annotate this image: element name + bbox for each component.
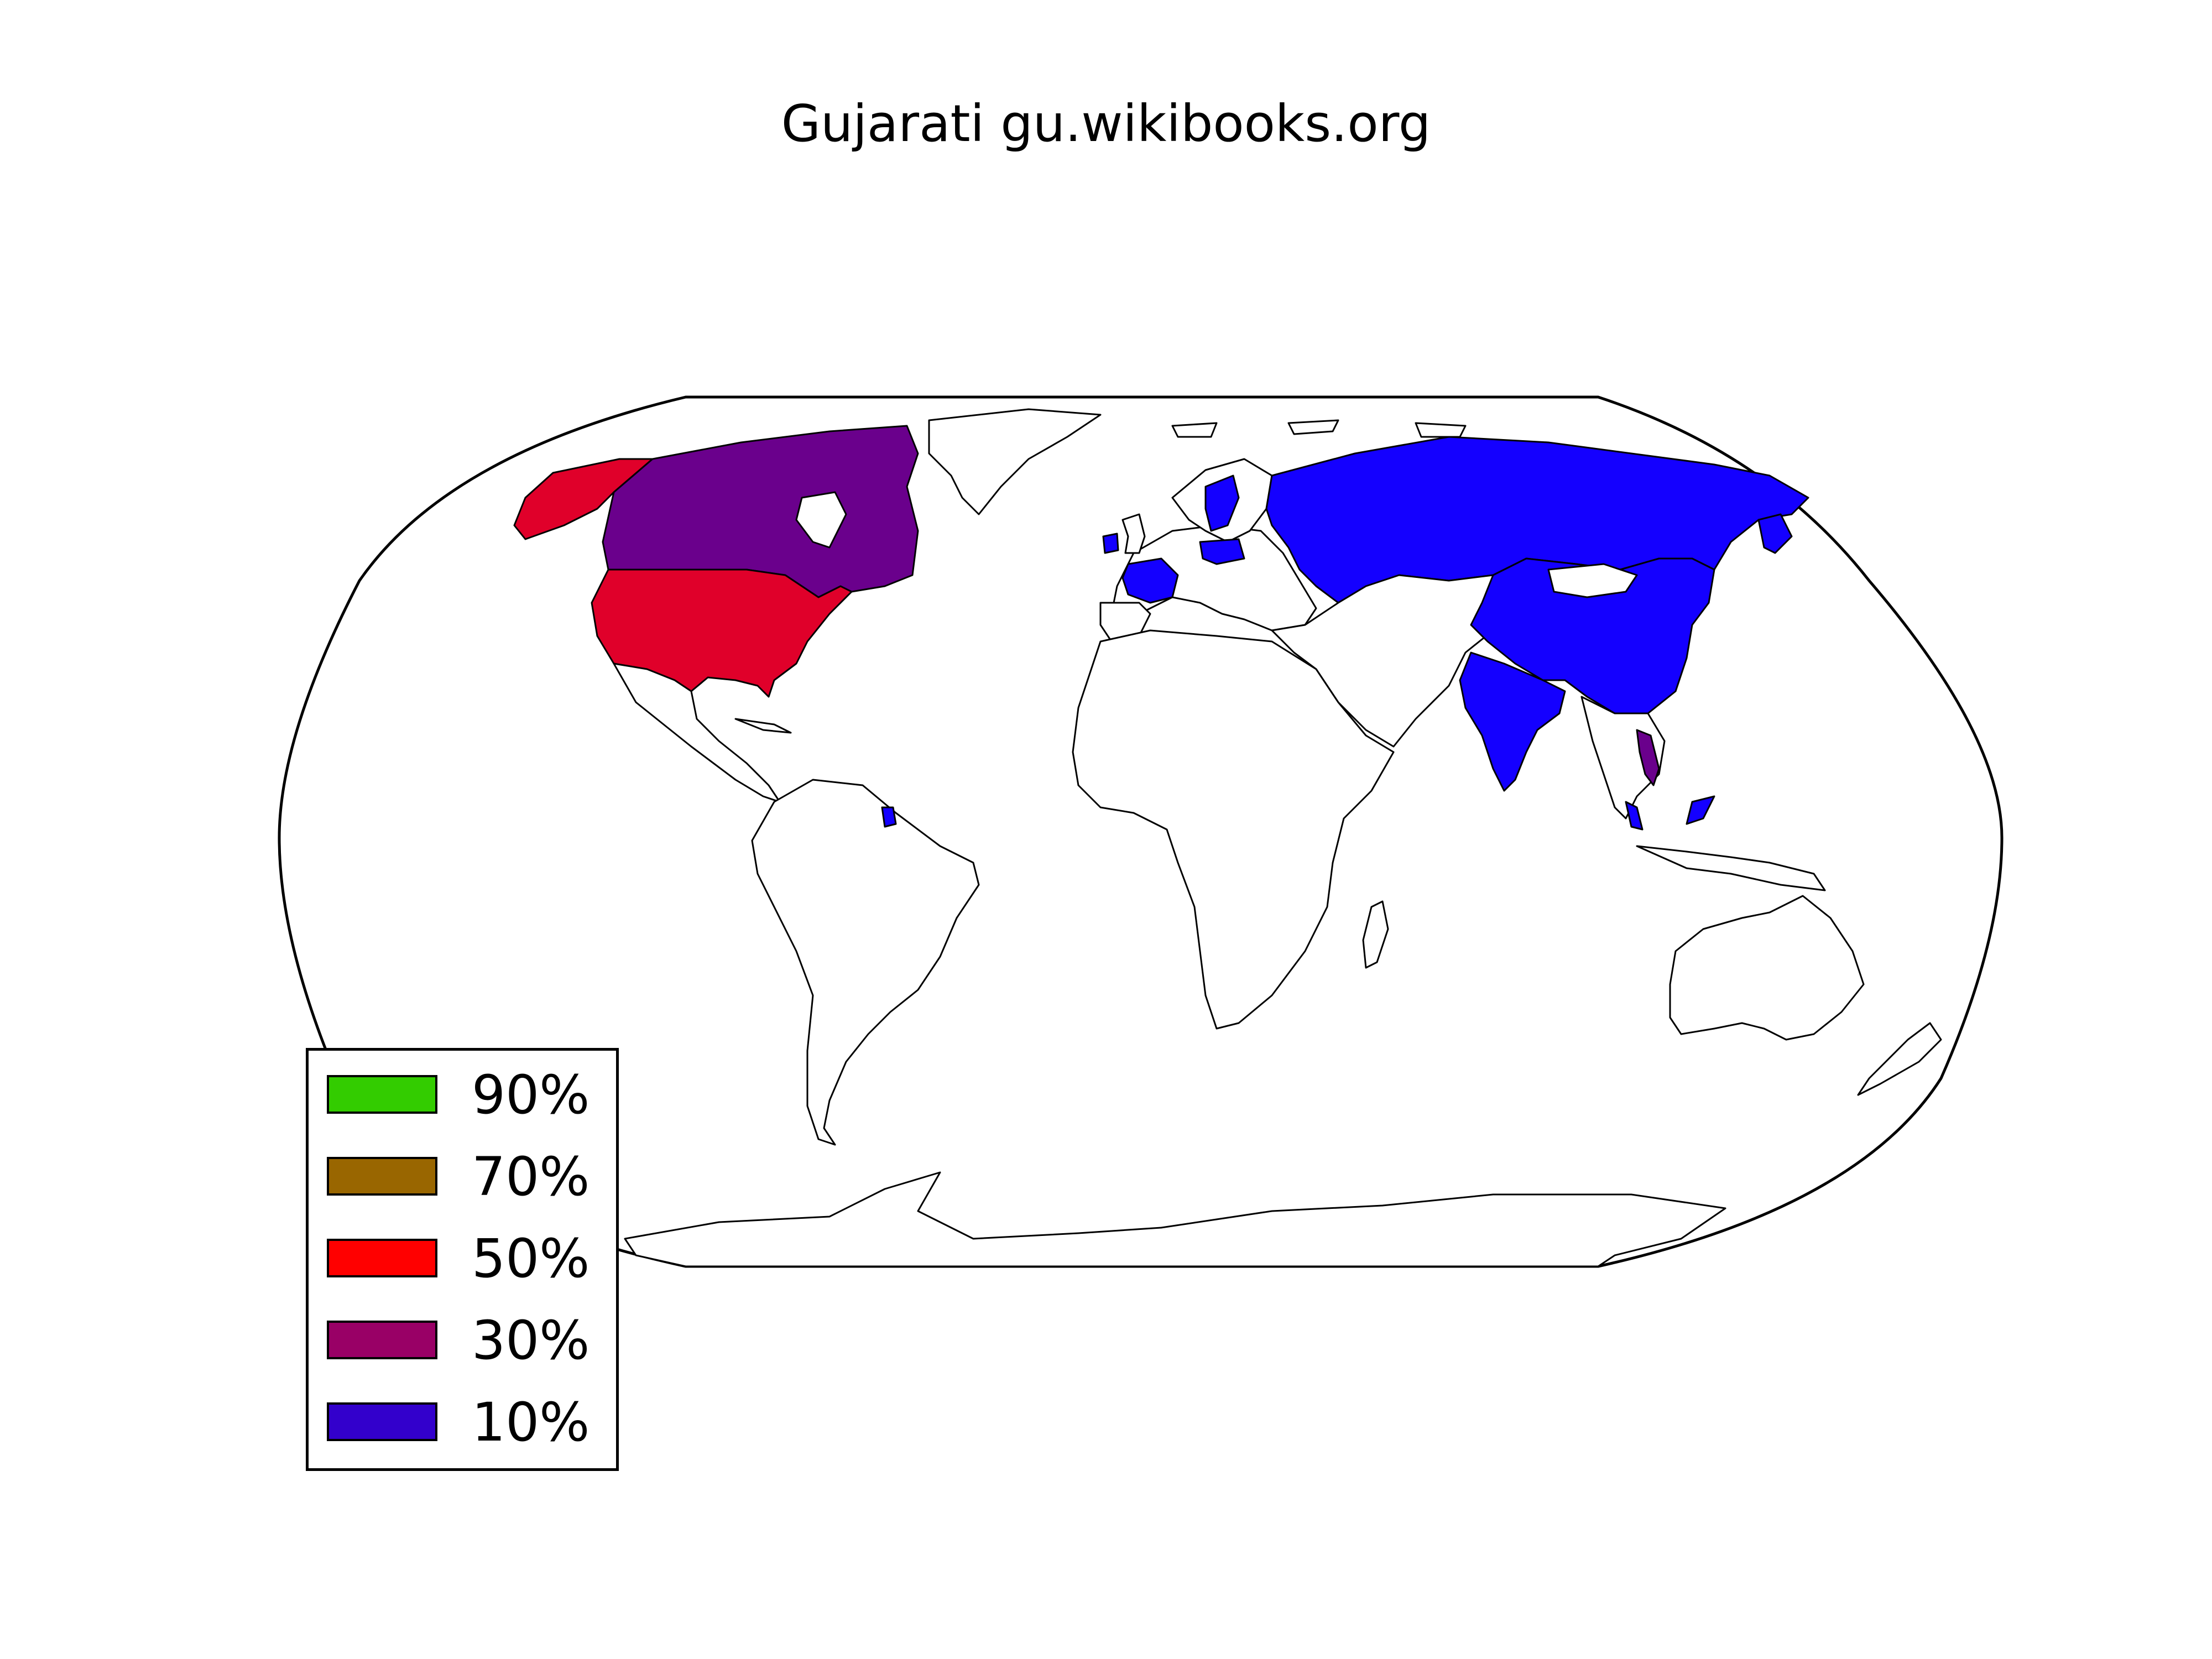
legend-swatch-90 [327,1075,437,1114]
madagascar [1362,900,1389,969]
legend-item-10: 10% [327,1396,603,1449]
suriname [881,806,897,828]
legend-swatch-50 [327,1239,437,1277]
arctic-islands [1171,419,1467,438]
legend-label-90: 90% [472,1064,590,1126]
legend-swatch-30 [327,1321,437,1359]
legend-swatch-10 [327,1402,437,1441]
sweden [1204,474,1240,532]
land-layer [513,408,1942,1267]
japan [1757,513,1793,554]
india [1459,651,1566,792]
antarctica [624,1171,1726,1267]
southeast-asia [1580,696,1666,820]
france [1121,557,1179,604]
south-america [751,779,980,1146]
legend-label-30: 30% [472,1310,590,1371]
alaska [513,458,654,540]
poland [1199,538,1245,565]
vietnam [1636,729,1660,786]
united-kingdom [1121,513,1146,554]
legend-item-30: 30% [327,1314,603,1367]
canada [602,425,919,598]
legend-item-50: 50% [327,1232,603,1285]
hudson-bay [795,491,847,549]
legend-swatch-70 [327,1157,437,1196]
caribbean [734,718,792,734]
china [1470,557,1715,714]
mexico-central-america [613,662,781,803]
mongolia [1547,563,1638,598]
greenland [928,408,1102,515]
australia [1669,895,1865,1041]
malaysia [1625,795,1715,831]
map-title: Gujarati gu.wikibooks.org [781,94,1431,153]
legend-label-10: 10% [472,1391,590,1453]
ireland [1102,533,1119,554]
legend-item-70: 70% [327,1150,603,1203]
new-zealand [1857,1022,1942,1096]
legend-item-90: 90% [327,1068,603,1121]
legend-label-50: 50% [472,1228,590,1290]
legend-label-70: 70% [472,1146,590,1208]
africa [1072,629,1395,1030]
map-legend: 90% 70% 50% 30% 10% [306,1048,619,1471]
indonesia [1636,845,1826,891]
